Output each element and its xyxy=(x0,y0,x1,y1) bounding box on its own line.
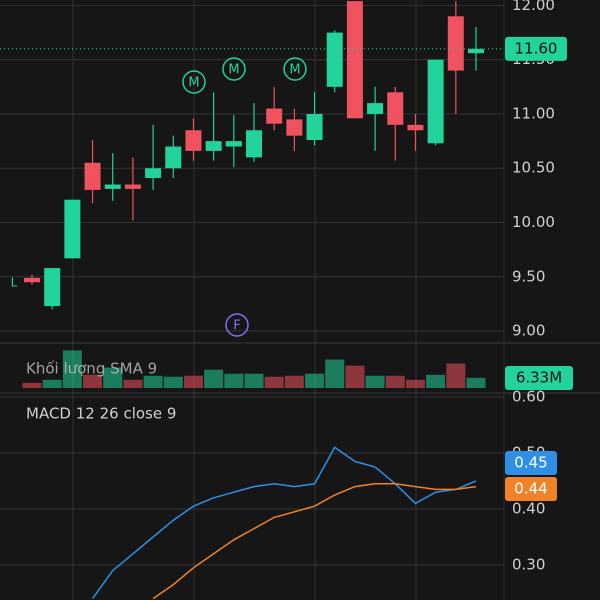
candle-body xyxy=(44,268,61,307)
y-tick-label: 0.40 xyxy=(512,500,545,518)
macd-title: MACD 12 26 close 9 xyxy=(26,405,176,423)
volume-bar xyxy=(284,375,304,388)
y-tick-label: 10.00 xyxy=(512,213,555,231)
plot-layer: 9.009.5010.0010.5011.0011.5012.0011.60MM… xyxy=(0,0,573,600)
volume-bar xyxy=(244,373,264,388)
event-marker-label: M xyxy=(289,63,300,78)
candle-body xyxy=(165,146,182,169)
candle-body xyxy=(427,59,444,144)
event-marker xyxy=(283,57,307,81)
candle-body xyxy=(387,92,404,125)
macd-pane xyxy=(91,446,477,600)
volume-bar xyxy=(22,382,42,388)
macd-last-label: 0.44 xyxy=(514,480,547,498)
candle-body xyxy=(64,199,81,259)
candle-body xyxy=(246,130,262,158)
candle-body xyxy=(24,277,40,283)
candle-body xyxy=(266,108,283,124)
last-price-box xyxy=(505,36,567,61)
last-price-label: 11.60 xyxy=(515,39,558,57)
volume-bar xyxy=(42,379,62,388)
y-tick-label: 12.00 xyxy=(512,0,555,14)
event-marker-label: F xyxy=(233,319,240,334)
candle-body xyxy=(407,124,424,131)
volume-bar xyxy=(264,376,284,388)
volume-bar xyxy=(426,374,446,388)
event-marker-label: L xyxy=(11,276,18,290)
volume-bar xyxy=(305,373,325,388)
event-marker-label: M xyxy=(188,76,199,91)
volume-last-box xyxy=(505,366,573,390)
volume-bar xyxy=(345,365,365,388)
volume-bar xyxy=(325,359,345,388)
volume-bar xyxy=(183,375,203,388)
candle-body xyxy=(124,184,141,189)
y-tick-label: 11.00 xyxy=(512,104,555,122)
candle-body xyxy=(185,130,202,151)
volume-bar xyxy=(405,379,425,388)
volume-bar xyxy=(103,367,123,388)
volume-title: Khối lượng SMA 9 xyxy=(26,360,157,378)
price-pane xyxy=(0,1,504,332)
candle-body xyxy=(84,162,101,190)
volume-bar xyxy=(466,377,486,388)
macd-last-label: 0.45 xyxy=(514,454,547,472)
macd-last-box xyxy=(505,477,557,501)
y-tick-label: 9.50 xyxy=(512,267,545,285)
macd-line xyxy=(91,446,477,600)
candle-body xyxy=(145,168,162,179)
volume-bar xyxy=(83,374,103,388)
candle-body xyxy=(326,32,343,87)
volume-bar xyxy=(143,375,163,388)
volume-bar xyxy=(62,350,82,388)
volume-bar xyxy=(224,373,244,388)
y-tick-label: 10.50 xyxy=(512,159,555,177)
candle-body xyxy=(468,48,484,54)
volume-bar xyxy=(204,369,224,388)
volume-bar xyxy=(123,379,143,388)
candle-body xyxy=(286,119,303,136)
y-tick-label: 9.00 xyxy=(512,322,545,340)
candle-body xyxy=(225,141,242,147)
candle-body xyxy=(346,1,363,119)
volume-bar xyxy=(446,363,466,388)
y-tick-label: 0.60 xyxy=(512,388,545,406)
macd-last-box xyxy=(505,451,557,475)
event-marker xyxy=(182,70,206,94)
volume-bar xyxy=(163,376,183,388)
y-tick-label: 0.30 xyxy=(512,556,545,574)
volume-bar xyxy=(365,375,385,388)
event-marker xyxy=(222,57,246,81)
candle-body xyxy=(447,16,464,71)
event-marker-label: M xyxy=(228,63,239,78)
candle-body xyxy=(306,113,323,141)
candle-body xyxy=(205,141,222,151)
candle-body xyxy=(367,103,384,114)
candle-body xyxy=(104,184,121,189)
volume-bar xyxy=(385,375,405,388)
macd-line xyxy=(152,483,477,600)
event-marker xyxy=(225,313,249,337)
volume-last-label: 6.33M xyxy=(516,369,562,387)
